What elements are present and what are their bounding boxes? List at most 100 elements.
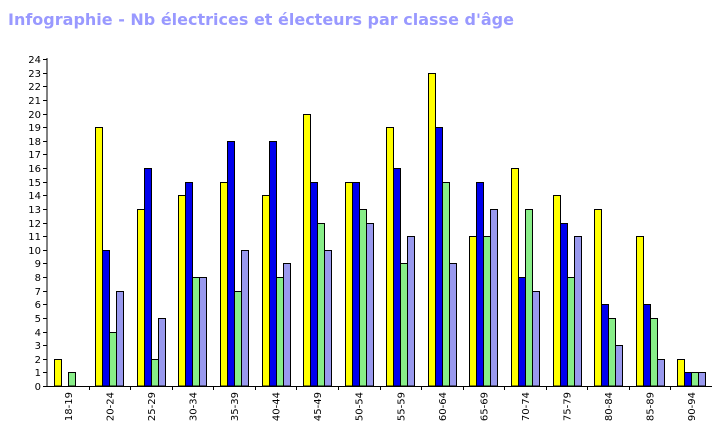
bar xyxy=(283,263,291,387)
bar xyxy=(199,277,207,387)
bar xyxy=(677,359,685,387)
bars xyxy=(54,73,706,387)
bar xyxy=(532,291,540,387)
bar xyxy=(560,223,568,387)
x-tick-label: 80-84 xyxy=(604,392,615,421)
bar xyxy=(151,359,159,387)
bar xyxy=(54,359,62,387)
y-tick-label: 8 xyxy=(35,273,41,284)
bar xyxy=(553,195,561,387)
x-tick-label: 85-89 xyxy=(646,392,657,421)
y-tick-label: 18 xyxy=(28,137,41,148)
bar xyxy=(116,291,124,387)
bar xyxy=(324,250,332,387)
y-tick-label: 10 xyxy=(28,246,41,257)
x-tick-label: 65-69 xyxy=(479,392,490,421)
bar xyxy=(525,209,533,387)
x-tick-label: 75-79 xyxy=(563,392,574,421)
x-tick-label: 30-34 xyxy=(188,392,199,421)
y-tick-label: 16 xyxy=(28,164,41,175)
bar xyxy=(483,236,491,387)
x-tick-label: 60-64 xyxy=(438,392,449,421)
bar xyxy=(137,209,145,387)
bar xyxy=(220,182,228,387)
bar xyxy=(352,182,360,387)
bar xyxy=(608,318,616,387)
y-tick-label: 6 xyxy=(35,300,41,311)
bar xyxy=(68,372,76,387)
bar xyxy=(276,277,284,387)
y-tick-label: 9 xyxy=(35,259,41,270)
bar xyxy=(650,318,658,387)
bar xyxy=(102,250,110,387)
bar xyxy=(615,345,623,387)
y-tick-label: 0 xyxy=(35,382,41,393)
bar xyxy=(192,277,200,387)
x-tick-label: 18-19 xyxy=(64,392,75,421)
bar xyxy=(241,250,249,387)
bar xyxy=(303,114,311,387)
bar xyxy=(393,168,401,387)
bar xyxy=(657,359,665,387)
bar xyxy=(698,372,706,387)
bar xyxy=(469,236,477,387)
y-tick-label: 13 xyxy=(28,205,41,216)
x-tick-label: 20-24 xyxy=(105,392,116,421)
x-tick-label: 90-94 xyxy=(687,392,698,421)
bar xyxy=(317,223,325,387)
y-tick-label: 20 xyxy=(28,110,41,121)
bar xyxy=(442,182,450,387)
y-tick-label: 24 xyxy=(28,55,41,66)
y-tick-label: 17 xyxy=(28,150,41,161)
bar xyxy=(95,127,103,387)
bar xyxy=(144,168,152,387)
bar xyxy=(366,223,374,387)
y-tick-label: 5 xyxy=(35,314,41,325)
bar xyxy=(567,277,575,387)
x-tick-label: 40-44 xyxy=(272,392,283,421)
bar xyxy=(109,332,117,387)
bar xyxy=(262,195,270,387)
x-tick-label: 50-54 xyxy=(355,392,366,421)
y-tick-label: 22 xyxy=(28,82,41,93)
x-tick-label: 45-49 xyxy=(313,392,324,421)
x-tick-label: 70-74 xyxy=(521,392,532,421)
bar xyxy=(158,318,166,387)
y-tick-label: 19 xyxy=(28,123,41,134)
bar xyxy=(636,236,644,387)
bar xyxy=(511,168,519,387)
x-tick-label: 35-39 xyxy=(230,392,241,421)
bar xyxy=(476,182,484,387)
bar xyxy=(490,209,498,387)
y-tick-label: 11 xyxy=(28,232,41,243)
bar xyxy=(400,263,408,387)
bar xyxy=(574,236,582,387)
bar xyxy=(435,127,443,387)
bar xyxy=(407,236,415,387)
y-tick-label: 4 xyxy=(35,328,41,339)
bar xyxy=(178,195,186,387)
x-tick-label: 25-29 xyxy=(147,392,158,421)
y-tick-label: 21 xyxy=(28,96,41,107)
y-tick-label: 7 xyxy=(35,287,41,298)
x-axis: 18-19 20-24 25-29 30-34 35-39 40-44 45-49 50-54… xyxy=(47,386,712,421)
y-tick-label: 2 xyxy=(35,355,41,366)
y-tick-label: 23 xyxy=(28,69,41,80)
bar xyxy=(601,304,609,387)
bar xyxy=(428,73,436,387)
bar xyxy=(386,127,394,387)
bar xyxy=(185,182,193,387)
y-tick-label: 1 xyxy=(35,368,41,379)
bar xyxy=(269,141,277,387)
bar xyxy=(359,209,367,387)
bar xyxy=(518,277,526,387)
bar xyxy=(643,304,651,387)
y-tick-label: 15 xyxy=(28,178,41,189)
bar xyxy=(234,291,242,387)
bar xyxy=(691,372,699,387)
bar xyxy=(449,263,457,387)
y-tick-label: 12 xyxy=(28,219,41,230)
bar xyxy=(345,182,353,387)
